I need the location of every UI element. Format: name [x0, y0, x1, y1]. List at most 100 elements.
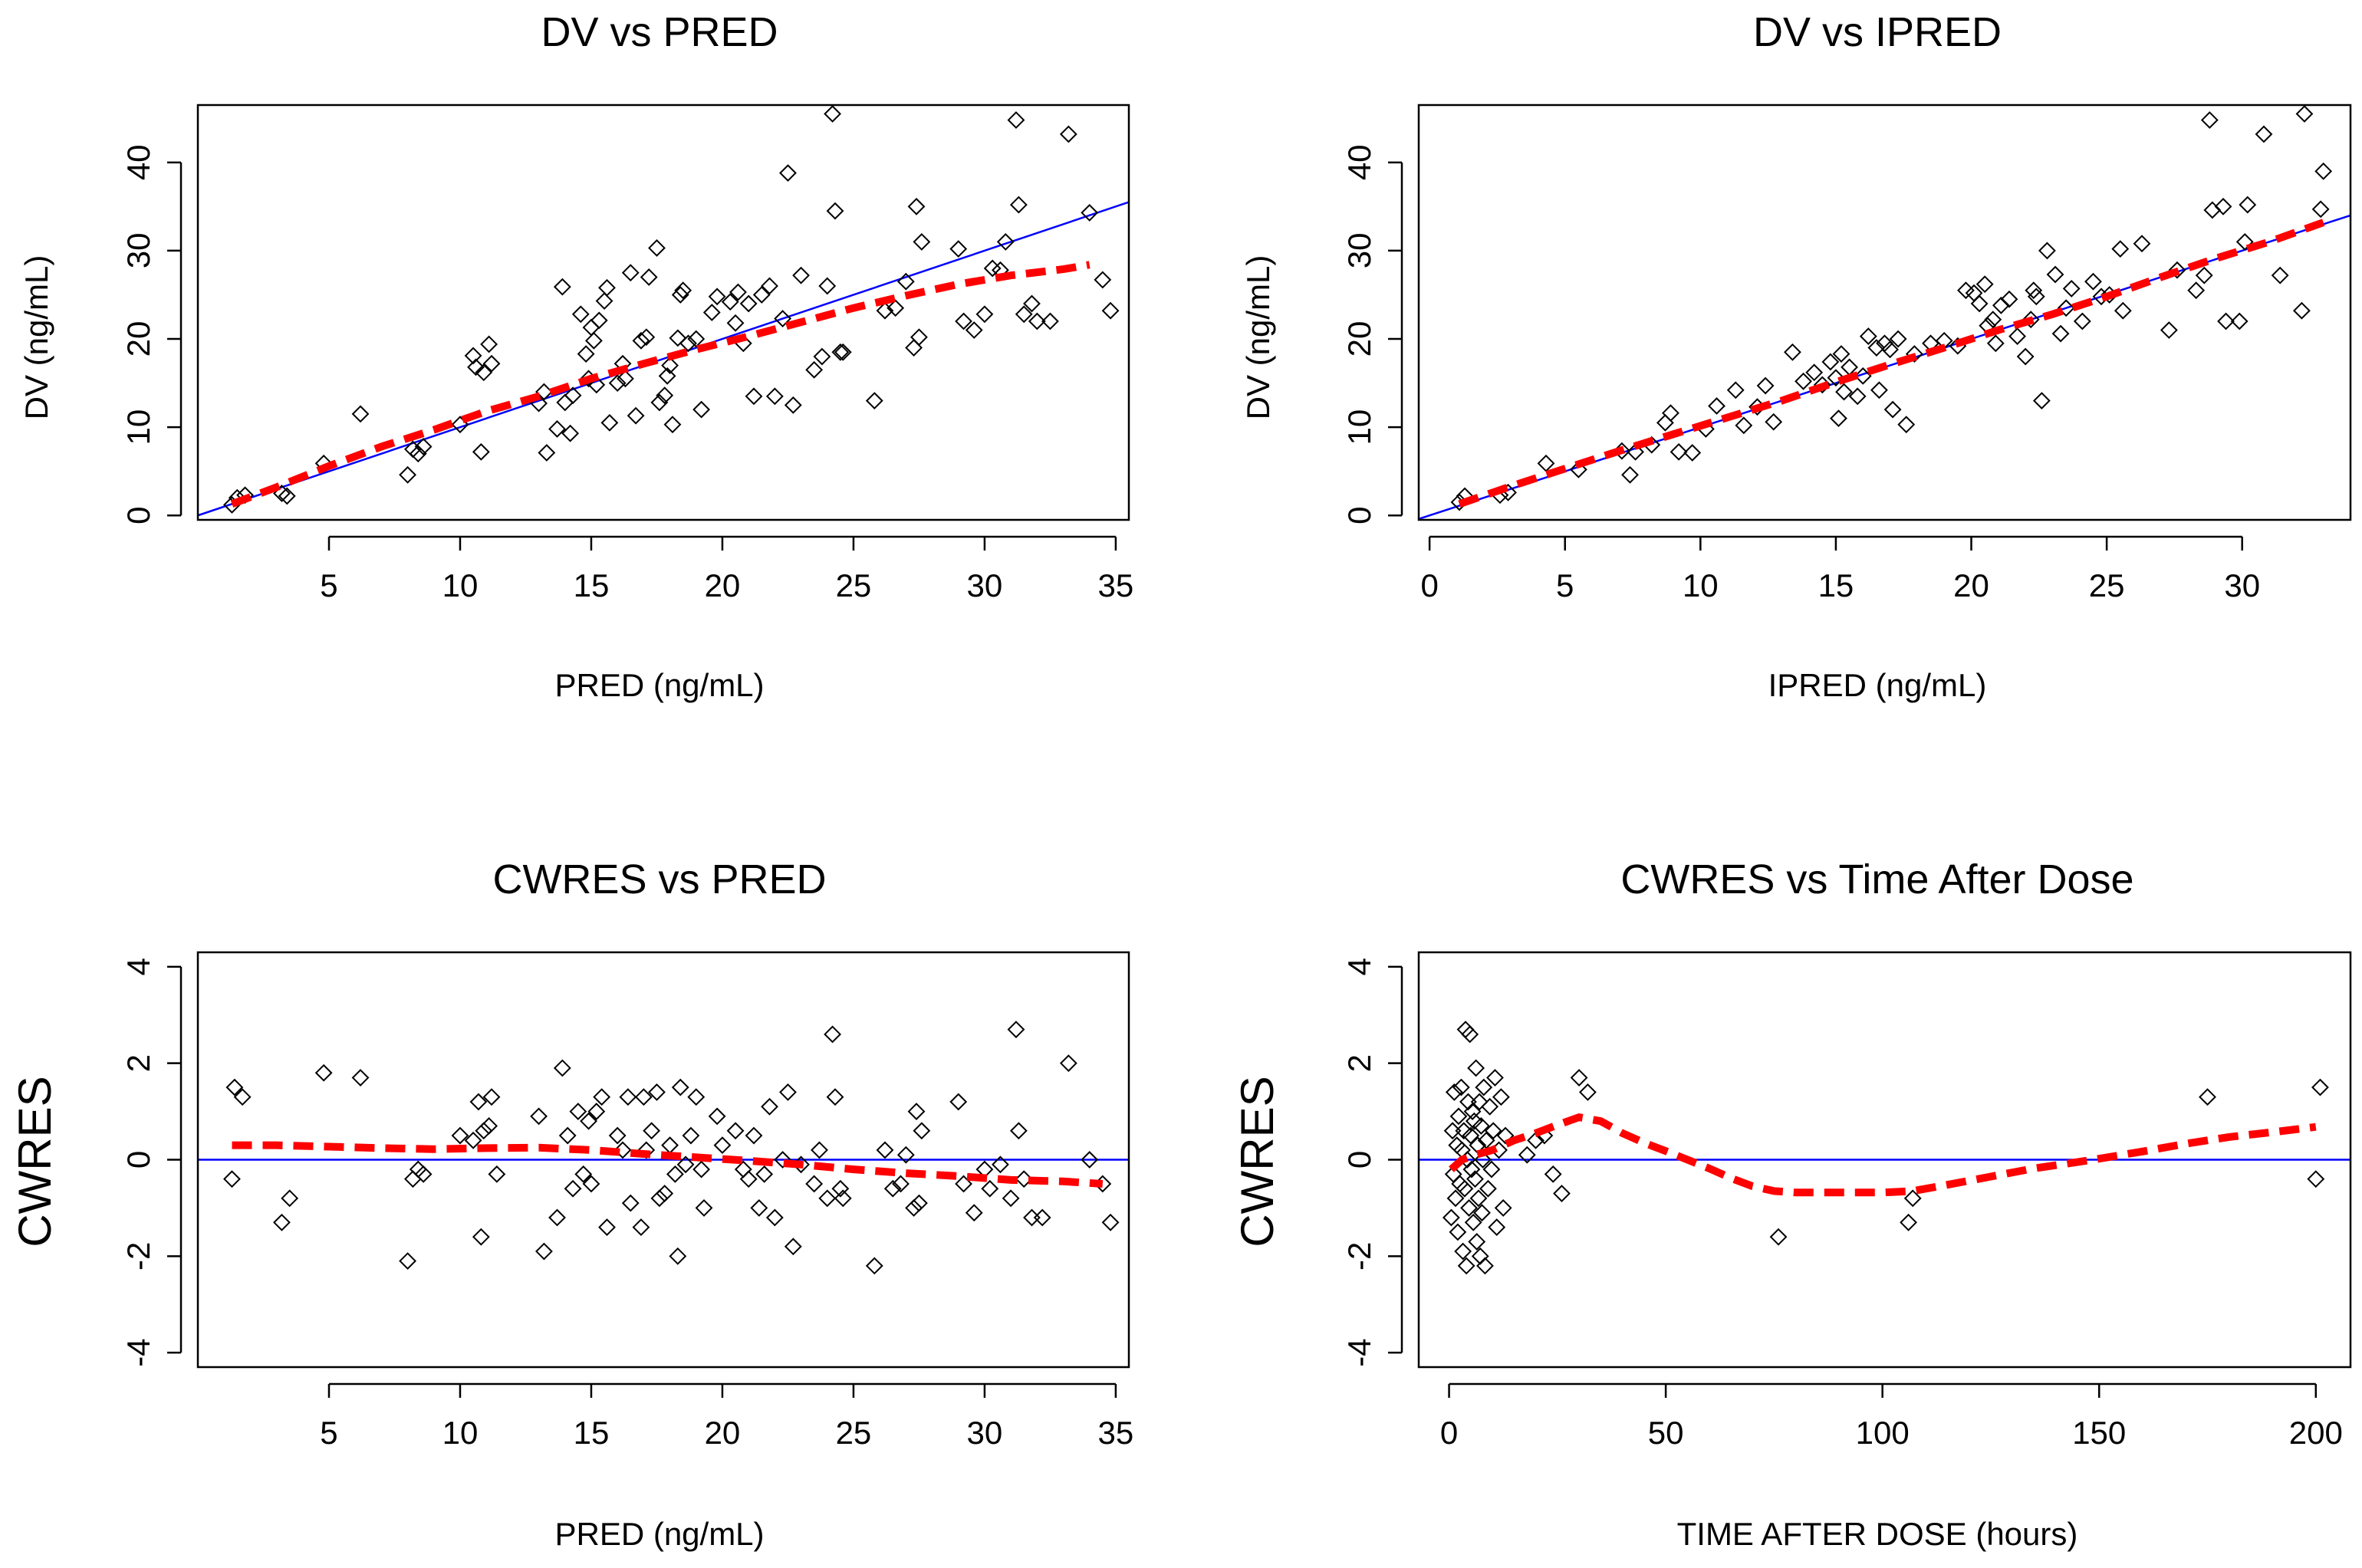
- data-point: [896, 272, 915, 291]
- data-point: [1900, 1213, 1917, 1231]
- data-point: [451, 1126, 469, 1145]
- data-point: [595, 292, 614, 310]
- loess-smooth-line: [1449, 1113, 2317, 1197]
- data-point: [590, 311, 608, 330]
- data-point: [910, 1194, 928, 1212]
- data-point: [650, 1189, 669, 1208]
- data-point: [1452, 1078, 1470, 1096]
- data-point: [643, 1122, 661, 1140]
- data-point: [702, 304, 721, 321]
- x-tick-label: 30: [967, 1415, 1003, 1451]
- data-point: [1449, 1107, 1468, 1126]
- data-point: [1455, 1122, 1473, 1140]
- data-point: [658, 367, 676, 385]
- data-point: [2016, 347, 2035, 366]
- data-point: [896, 1146, 915, 1164]
- data-point: [1467, 1059, 1485, 1077]
- data-point: [2114, 301, 2132, 320]
- data-point: [2022, 311, 2040, 329]
- data-point: [480, 1117, 498, 1135]
- data-point: [1708, 397, 1725, 415]
- data-point: [745, 387, 763, 406]
- data-point: [1492, 1088, 1510, 1106]
- data-point: [1469, 1189, 1488, 1208]
- data-point: [2311, 200, 2330, 219]
- data-point: [1756, 376, 1775, 395]
- y-tick-label: -4: [120, 1338, 156, 1366]
- x-tick-label: 20: [705, 1415, 741, 1451]
- data-point: [1059, 1054, 1077, 1073]
- data-point: [564, 386, 582, 405]
- data-point: [682, 1126, 700, 1145]
- data-point: [695, 1198, 713, 1217]
- data-point: [826, 1088, 844, 1106]
- data-point: [729, 283, 747, 301]
- data-point: [1965, 284, 1983, 302]
- data-point: [2239, 196, 2257, 214]
- data-point: [1569, 460, 1587, 478]
- y-tick-label: 0: [1341, 507, 1377, 524]
- data-points: [1442, 1021, 2329, 1275]
- data-point: [404, 1170, 422, 1188]
- panel-title: DV vs PRED: [541, 9, 778, 55]
- x-tick-label: 35: [1098, 1415, 1134, 1451]
- data-point: [472, 1228, 490, 1246]
- x-tick-label: 20: [1953, 567, 1989, 603]
- data-point: [223, 1170, 241, 1188]
- data-point: [666, 1165, 684, 1183]
- x-tick-label: 15: [1818, 567, 1854, 603]
- x-tick-label: 15: [574, 1415, 610, 1451]
- data-point: [621, 264, 640, 282]
- y-axis-label: DV (ng/mL): [1240, 255, 1276, 420]
- data-point: [351, 1069, 370, 1086]
- data-point: [887, 299, 905, 317]
- data-point: [548, 1208, 566, 1227]
- data-point: [1033, 1208, 1051, 1227]
- data-point: [580, 1112, 597, 1130]
- data-point: [469, 1093, 488, 1111]
- data-point: [1859, 327, 1877, 345]
- y-tick-label: 0: [120, 507, 156, 524]
- data-point: [1059, 125, 1077, 143]
- data-point: [883, 1179, 902, 1198]
- data-point: [1627, 442, 1644, 461]
- data-point: [1970, 294, 1989, 313]
- data-point: [1081, 1151, 1099, 1169]
- data-point: [2187, 281, 2206, 300]
- x-tick-label: 25: [836, 567, 872, 603]
- data-point: [669, 1247, 687, 1265]
- data-point: [1462, 1126, 1480, 1145]
- data-point: [1476, 1257, 1494, 1275]
- data-point: [535, 383, 553, 401]
- data-point: [965, 321, 983, 339]
- data-point: [2046, 265, 2064, 284]
- data-point: [687, 330, 706, 348]
- data-point: [464, 347, 482, 365]
- data-point: [674, 281, 692, 300]
- panel-cwres-vs-pred: CWRES vs PRED PRED (ng/mL) CWRES 5 10 15 20…: [9, 856, 1133, 1552]
- data-point: [975, 305, 994, 324]
- data-point: [834, 343, 852, 361]
- data-point: [584, 331, 603, 350]
- x-axis-label: IPRED (ng/mL): [1768, 667, 1987, 703]
- data-point: [865, 1257, 883, 1275]
- data-point: [2168, 261, 2186, 279]
- data-point: [774, 310, 792, 327]
- data-point: [813, 347, 831, 366]
- data-point: [2307, 1170, 2325, 1188]
- data-point: [1621, 465, 1639, 484]
- x-tick-label: 10: [442, 1415, 479, 1451]
- data-point: [1023, 294, 1041, 313]
- data-point: [1451, 1175, 1469, 1193]
- data-point: [273, 1213, 291, 1231]
- data-point: [467, 358, 485, 376]
- data-point: [755, 1165, 774, 1183]
- data-point: [818, 1189, 837, 1208]
- data-point: [627, 406, 645, 425]
- data-point: [464, 1131, 482, 1149]
- data-point: [1867, 339, 1886, 357]
- data-point: [1683, 444, 1702, 462]
- data-point: [1445, 1083, 1463, 1101]
- data-point: [1735, 416, 1753, 435]
- data-point: [955, 1175, 972, 1193]
